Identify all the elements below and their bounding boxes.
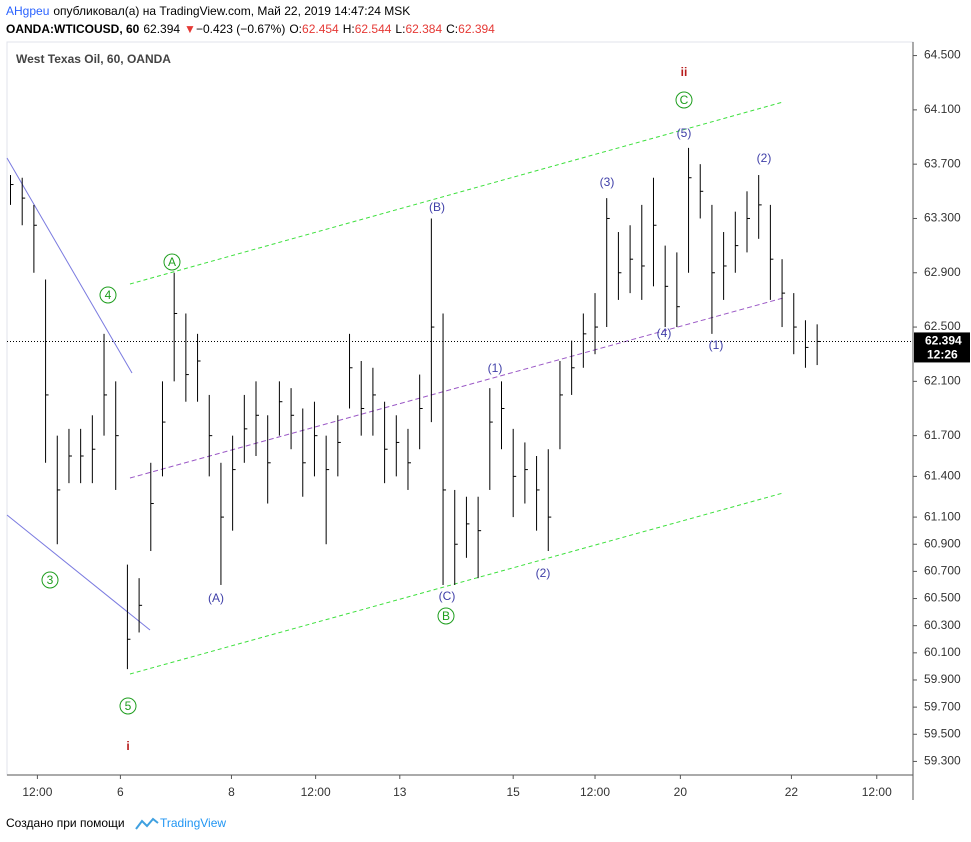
wave-label: C <box>680 93 689 107</box>
x-tick-label: 22 <box>785 785 799 799</box>
wave-label: (2) <box>757 151 772 165</box>
ohlc-value: 62.544 <box>355 22 392 36</box>
countdown: 12:26 <box>927 348 958 362</box>
x-tick-label: 13 <box>393 785 407 799</box>
ohlc-label: L: <box>395 22 405 36</box>
wave-circle <box>675 91 693 109</box>
channel-midline <box>129 297 784 479</box>
wave-label: 3 <box>47 573 54 587</box>
x-tick-label: 12:00 <box>862 785 892 799</box>
wave-label: (4) <box>657 326 672 340</box>
wave-label: ii <box>681 65 688 79</box>
published: опубликовал(а) на TradingView.com, Май 2… <box>53 4 410 18</box>
wave-label: (C) <box>439 589 456 603</box>
legend-title: West Texas Oil, 60, OANDA <box>16 52 171 66</box>
channel-line <box>129 492 784 675</box>
ohlc-value: 62.384 <box>405 22 442 36</box>
wave-label: i <box>126 739 129 753</box>
footer-brand[interactable]: TradingView <box>160 816 226 830</box>
ohlc-value: 62.454 <box>302 22 339 36</box>
y-tick-label: 63.700 <box>924 156 961 170</box>
wave-label: (2) <box>536 566 551 580</box>
y-tick-label: 60.700 <box>924 564 961 578</box>
change: −0.423 (−0.67%) <box>196 22 285 36</box>
x-tick-label: 12:00 <box>580 785 610 799</box>
y-tick-label: 61.100 <box>924 509 961 523</box>
y-tick-label: 59.700 <box>924 699 961 713</box>
x-tick-label: 15 <box>507 785 521 799</box>
wave-label: (B) <box>429 200 445 214</box>
brand-logo <box>135 817 159 830</box>
symbol: OANDA:WTICOUSD, 60 <box>6 22 140 36</box>
header-line: АНgреu опубликовал(а) на TradingView.com,… <box>6 4 410 18</box>
y-tick-label: 62.500 <box>924 319 961 333</box>
ohlc-value: 62.394 <box>458 22 495 36</box>
y-tick-label: 60.300 <box>924 618 961 632</box>
x-tick-label: 20 <box>674 785 688 799</box>
y-tick-label: 59.300 <box>924 754 961 768</box>
wave-label: (1) <box>709 338 724 352</box>
wave-circle <box>119 697 137 715</box>
x-tick-label: 12:00 <box>301 785 331 799</box>
y-tick-label: 64.100 <box>924 102 961 116</box>
y-tick-label: 62.100 <box>924 374 961 388</box>
wave-label: 4 <box>105 288 112 302</box>
x-tick-label: 8 <box>228 785 235 799</box>
y-tick-label: 59.900 <box>924 672 961 686</box>
y-tick-label: 60.500 <box>924 591 961 605</box>
channel-line <box>129 101 784 285</box>
wave-label: 5 <box>125 699 132 713</box>
last-price-label: 62.394 <box>925 334 962 348</box>
y-tick-label: 61.400 <box>924 469 961 483</box>
last-price-box <box>914 332 970 363</box>
y-tick-label: 62.900 <box>924 265 961 279</box>
wave-label: B <box>442 609 450 623</box>
header-line: OANDA:WTICOUSD, 60 62.394 ▼−0.423 (−0.67%)… <box>6 22 495 36</box>
footer-text: Создано при помощи <box>6 816 125 830</box>
wave-label: A <box>168 255 176 269</box>
wave-circle <box>163 253 181 271</box>
wave-circle <box>437 607 455 625</box>
wave-label: (1) <box>488 361 503 375</box>
wave-label: (5) <box>677 126 692 140</box>
last: 62.394 <box>143 22 180 36</box>
x-tick-label: 6 <box>117 785 124 799</box>
wave-label: (A) <box>208 591 224 605</box>
arrow: ▼ <box>184 22 196 36</box>
ohlc-label: C: <box>446 22 458 36</box>
ohlc-label: H: <box>343 22 355 36</box>
y-tick-label: 63.300 <box>924 211 961 225</box>
plot-frame <box>6 41 914 776</box>
wave-circle <box>99 286 117 304</box>
ohlc-label: O: <box>289 22 302 36</box>
wave-label: (3) <box>600 175 615 189</box>
x-tick-label: 12:00 <box>22 785 52 799</box>
y-tick-label: 60.100 <box>924 645 961 659</box>
trend-line <box>6 514 151 631</box>
y-tick-label: 64.500 <box>924 48 961 62</box>
y-tick-label: 61.700 <box>924 428 961 442</box>
author: АНgреu <box>6 4 49 18</box>
y-tick-label: 60.900 <box>924 536 961 550</box>
y-tick-label: 59.500 <box>924 726 961 740</box>
trend-line <box>6 157 133 374</box>
wave-circle <box>41 571 59 589</box>
